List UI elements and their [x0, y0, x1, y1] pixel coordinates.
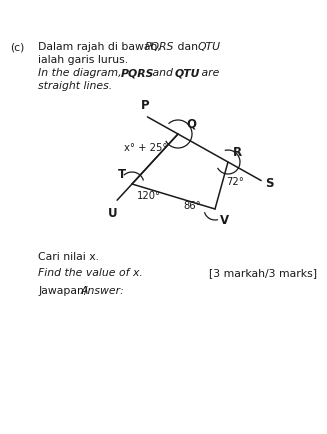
- Text: QTU: QTU: [175, 68, 200, 78]
- Text: are: are: [198, 68, 219, 78]
- Text: In the diagram,: In the diagram,: [38, 68, 125, 78]
- Text: PQRS: PQRS: [121, 68, 154, 78]
- Text: and: and: [149, 68, 176, 78]
- Text: U: U: [108, 207, 118, 220]
- Text: QTU: QTU: [198, 42, 221, 52]
- Text: V: V: [220, 214, 229, 227]
- Text: 120°: 120°: [137, 191, 161, 201]
- Text: P: P: [141, 99, 150, 112]
- Text: 86°: 86°: [183, 201, 201, 210]
- Text: Find the value of x.: Find the value of x.: [38, 267, 143, 277]
- Text: x° + 25°: x° + 25°: [124, 143, 168, 153]
- Text: Answer:: Answer:: [81, 285, 125, 295]
- Text: T: T: [118, 168, 126, 181]
- Text: (c): (c): [10, 42, 25, 52]
- Text: [3 markah/3 marks]: [3 markah/3 marks]: [209, 267, 317, 277]
- Text: Jawapan/: Jawapan/: [38, 285, 88, 295]
- Text: PQRS: PQRS: [145, 42, 174, 52]
- Text: dan: dan: [174, 42, 201, 52]
- Text: R: R: [233, 146, 242, 159]
- Text: S: S: [265, 177, 274, 190]
- Text: Q: Q: [186, 118, 196, 131]
- Text: 72°: 72°: [226, 177, 244, 187]
- Text: ialah garis lurus.: ialah garis lurus.: [38, 55, 128, 65]
- Text: straight lines.: straight lines.: [38, 81, 112, 91]
- Text: Cari nilai x.: Cari nilai x.: [38, 251, 99, 261]
- Text: Dalam rajah di bawah,: Dalam rajah di bawah,: [38, 42, 164, 52]
